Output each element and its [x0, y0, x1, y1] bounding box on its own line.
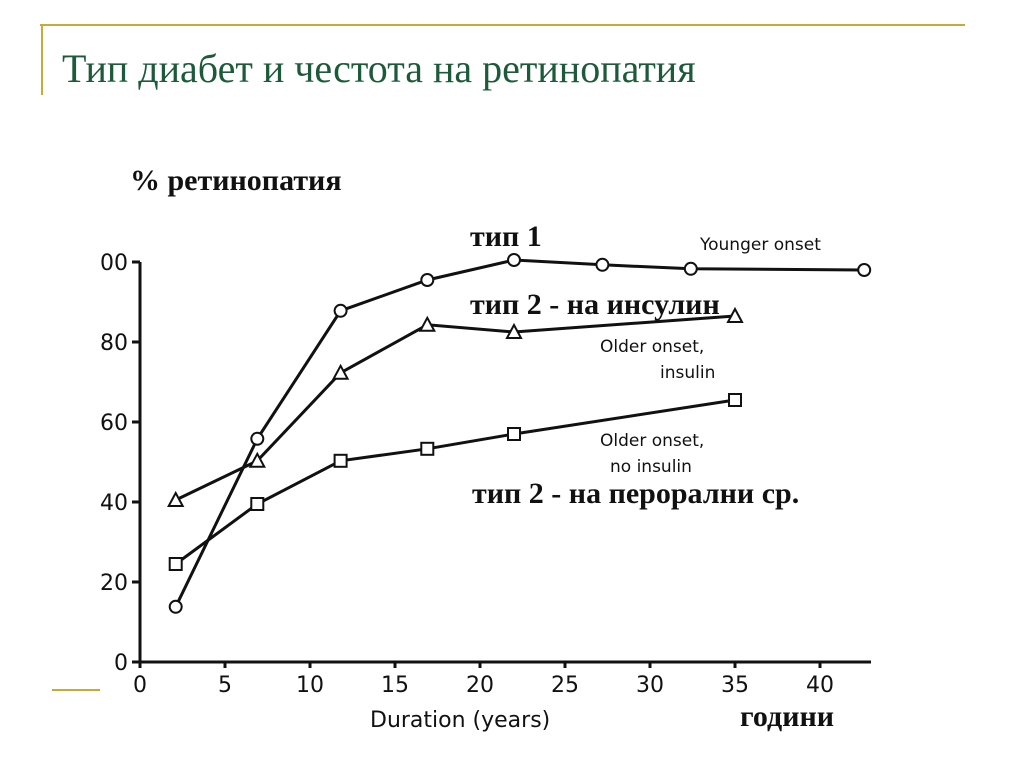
plot: 0 20 40 60 80 100 0 5 10 15 20 25 30 35 40 — [86, 251, 872, 698]
x-tick-label: 40 — [806, 673, 834, 698]
series-line — [174, 398, 736, 566]
y-tick-label: 60 — [100, 411, 128, 436]
marker — [250, 497, 265, 511]
slide-title: Тип диабет и честота на ретинопатия — [62, 46, 696, 91]
x-tick-label: 10 — [296, 673, 324, 698]
marker — [168, 557, 183, 571]
x-tick-label: 20 — [466, 673, 494, 698]
marker — [505, 322, 523, 339]
annotation: Older onset, — [600, 337, 704, 357]
annotation: insulin — [660, 363, 715, 383]
marker — [248, 451, 266, 468]
marker — [333, 303, 348, 318]
y-axis-label: % ретинопатия — [130, 164, 342, 197]
annotation: Younger onset — [699, 235, 821, 255]
annotation: тип 2 - на инсулин — [470, 288, 720, 321]
marker — [418, 315, 436, 332]
annotation: Older onset, — [600, 431, 704, 451]
y-tick-label: 0 — [114, 651, 128, 676]
y-tick-label: 80 — [100, 331, 128, 356]
marker — [168, 599, 183, 614]
marker — [331, 363, 350, 380]
annotation: години — [740, 700, 834, 733]
y-tick-label: 40 — [100, 491, 128, 516]
x-axis-label: Duration (years) — [370, 708, 550, 733]
marker — [333, 453, 348, 468]
marker — [857, 263, 872, 277]
y-tick-label: 100 — [86, 251, 128, 276]
x-tick-label: 25 — [551, 673, 579, 698]
marker — [250, 431, 265, 446]
annotation: тип 1 — [470, 220, 542, 253]
marker — [728, 393, 742, 407]
x-tick-label: 15 — [381, 673, 409, 698]
marker — [420, 441, 435, 456]
marker — [595, 257, 610, 272]
marker — [507, 427, 521, 441]
x-tick-label: 5 — [218, 673, 232, 698]
marker — [167, 490, 185, 507]
annotation: тип 2 - на перорални ср. — [472, 477, 799, 510]
marker — [420, 273, 435, 287]
marker — [683, 261, 698, 276]
marker — [726, 306, 744, 323]
x-tick-label: 35 — [721, 673, 749, 698]
series-line — [175, 314, 736, 502]
x-tick-label: 0 — [133, 673, 147, 698]
series-line — [174, 258, 865, 608]
annotation: no insulin — [610, 457, 692, 477]
marker — [507, 253, 521, 267]
x-tick-label: 30 — [636, 673, 664, 698]
y-tick-label: 20 — [100, 571, 128, 596]
